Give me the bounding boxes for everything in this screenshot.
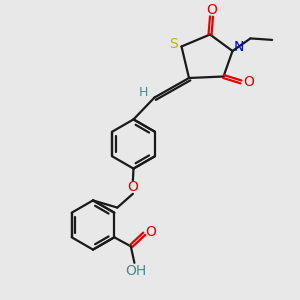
Text: O: O [243, 75, 254, 89]
Text: OH: OH [125, 264, 146, 278]
Text: O: O [146, 225, 156, 239]
Text: S: S [169, 37, 178, 50]
Text: H: H [138, 85, 148, 99]
Text: N: N [234, 40, 244, 54]
Text: O: O [206, 3, 217, 17]
Text: O: O [128, 180, 138, 194]
